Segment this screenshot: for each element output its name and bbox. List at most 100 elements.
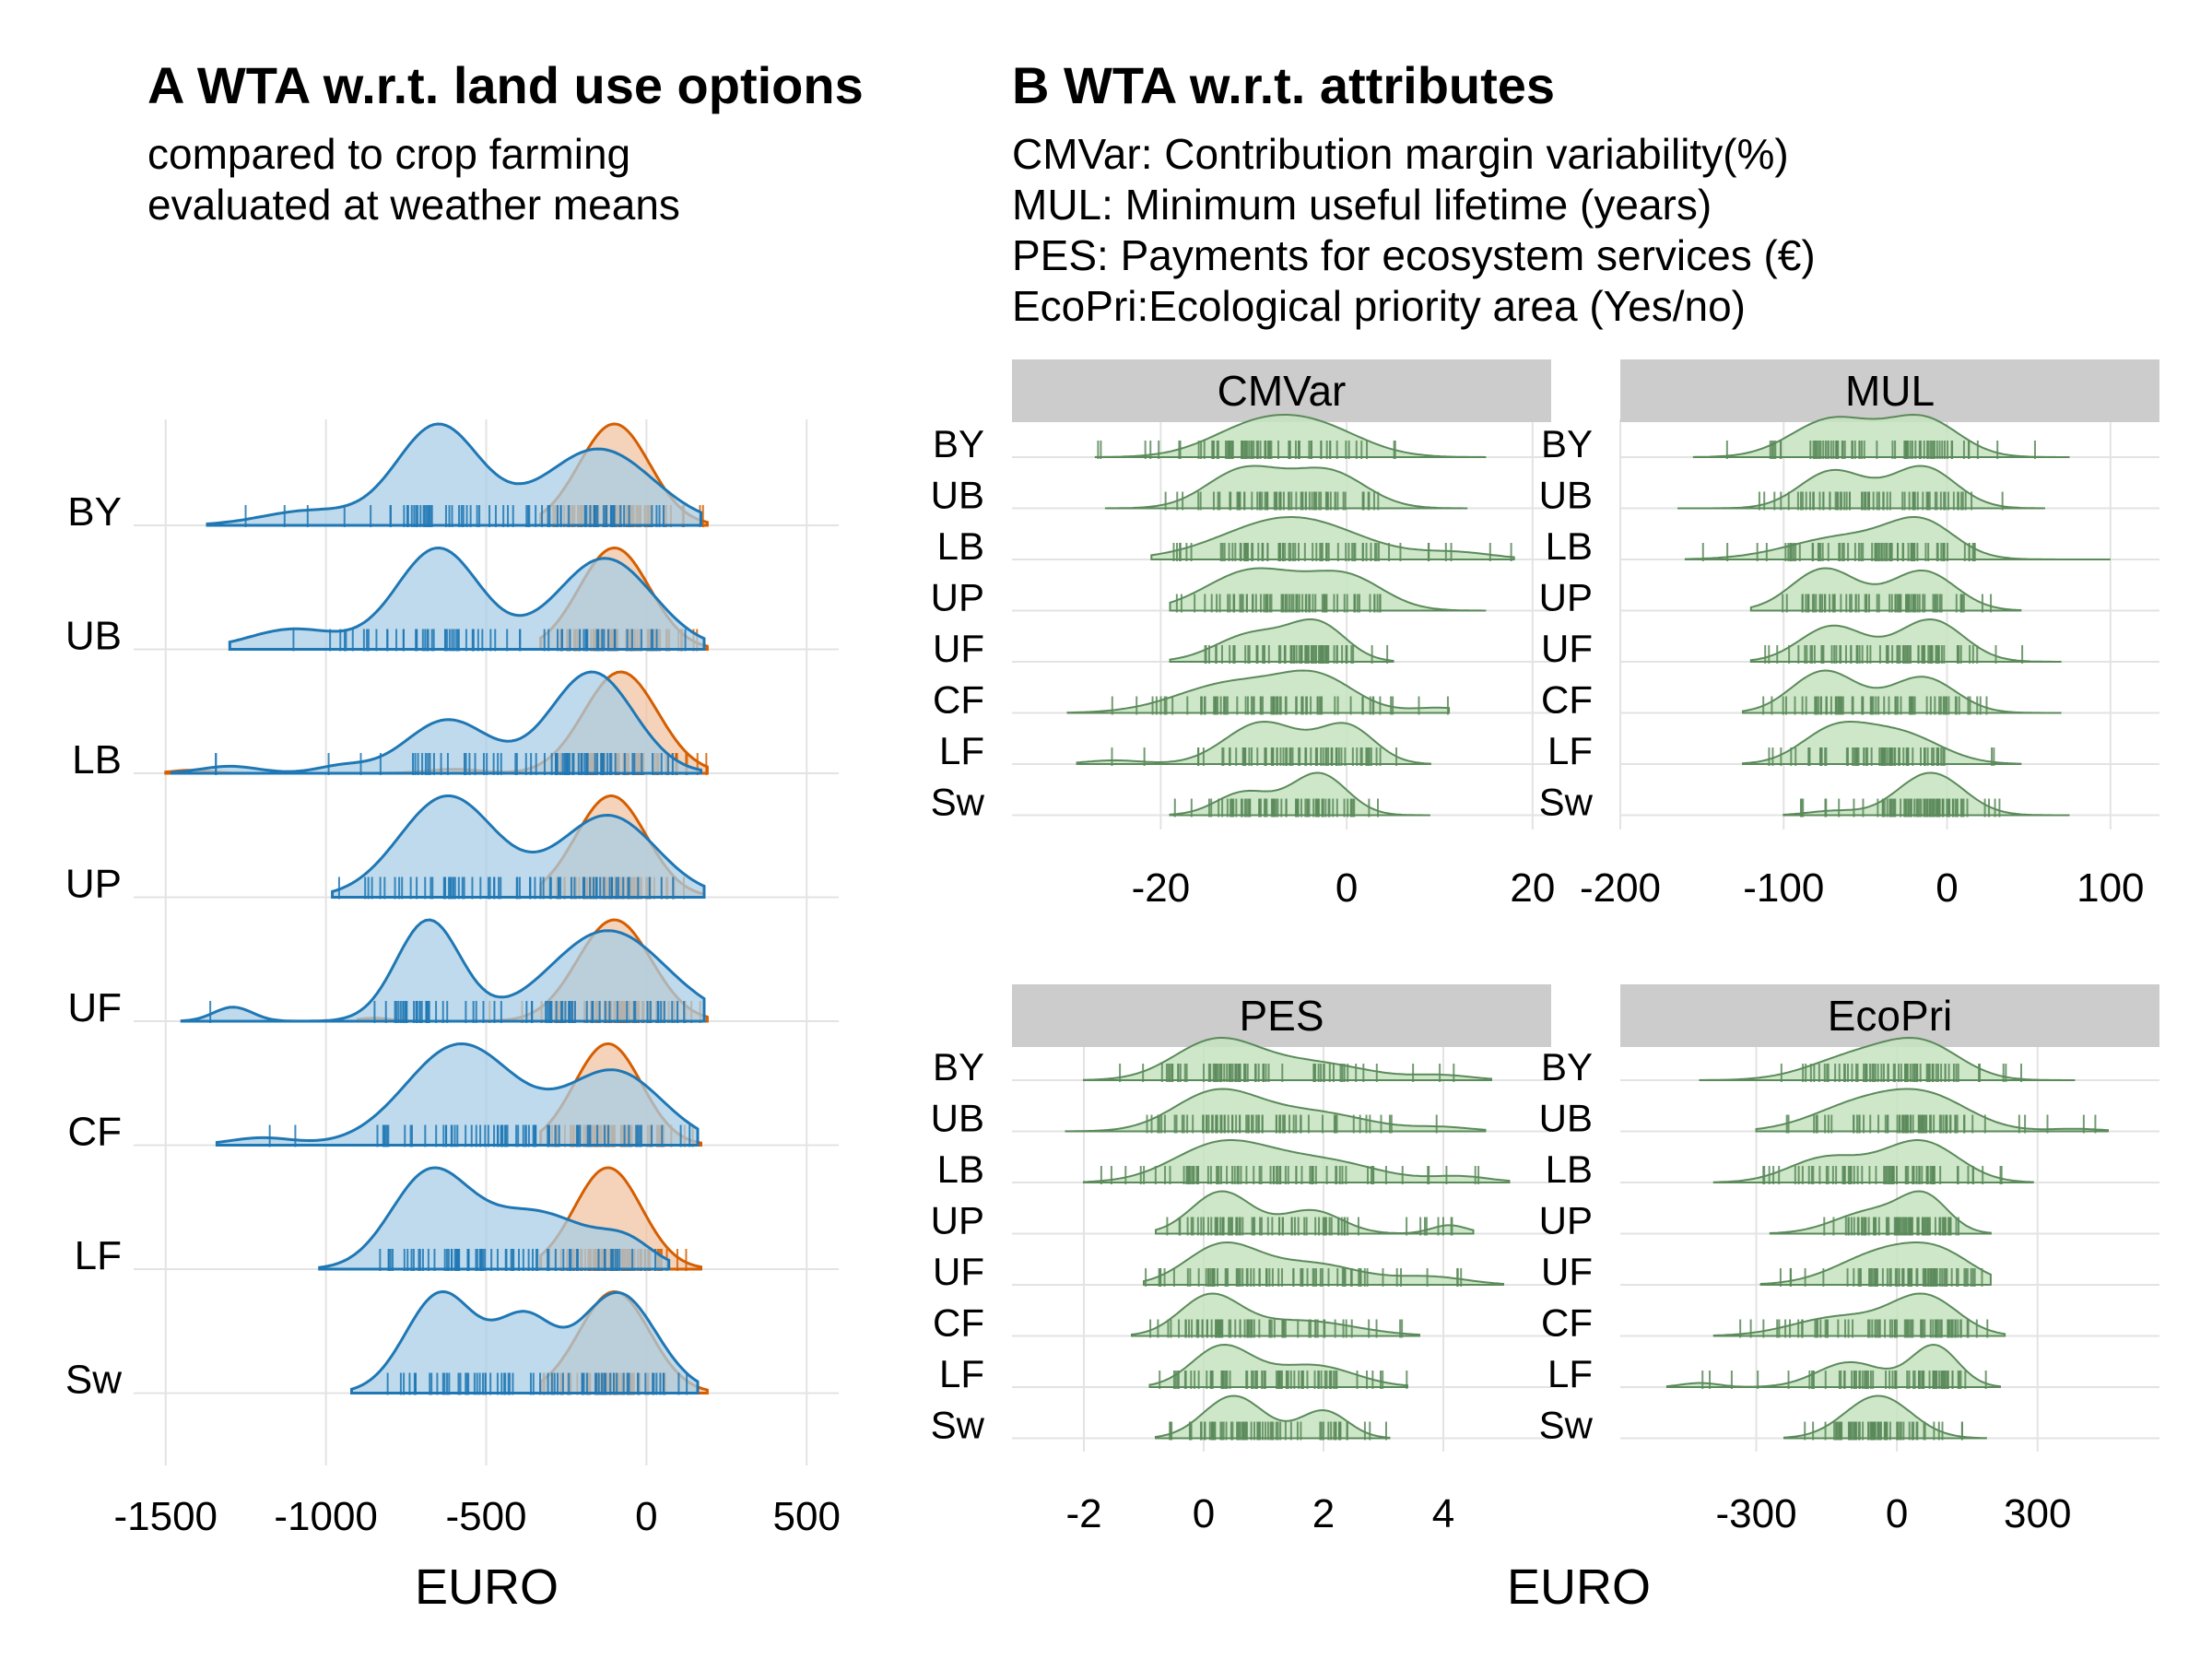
a-x-tick-label: -1500 [113,1494,218,1539]
a-y-label-uf: UF [67,985,122,1030]
panel-b-subtitle-line-4: EcoPri:Ecological priority area (Yes/no) [1012,282,1746,330]
pes-ridge-cf [1131,1292,1420,1337]
a-y-label-up: UP [65,862,122,907]
a-y-label-cf: CF [67,1110,122,1155]
a-y-label-by: BY [67,489,122,535]
mul-x-tick-label: 0 [1936,865,1958,911]
panel-a-subtitle-line-2: evaluated at weather means [147,181,680,229]
ecopri-y-label-uf: UF [1541,1250,1593,1293]
ecopri-x-tick-label: -300 [1715,1491,1796,1536]
a-ridge-up-blue [331,794,706,899]
ecopri-y-label-ub: UB [1539,1097,1593,1140]
ecopri-ridge-cf [1712,1292,2006,1337]
ecopri-ridge-lf [1665,1343,2001,1388]
ecopri-ridge-ub [1755,1088,2109,1133]
mul-ridge-cf [1742,669,2062,714]
cmvar-strip [1012,359,1551,422]
panel-a-x-axis-label: EURO [415,1559,559,1615]
pes-y-label-ub: UB [931,1097,984,1140]
pes-x-tick-label: 0 [1193,1491,1215,1536]
panel-b-subtitle-line-1: CMVar: Contribution margin variability(%… [1012,130,1789,178]
cmvar-y-label-sw: Sw [931,781,985,824]
ecopri-strip-label: EcoPri [1828,992,1952,1040]
pes-y-label-lb: LB [937,1147,984,1191]
a-y-label-lf: LF [75,1233,122,1278]
cmvar-ridge-up [1169,567,1487,612]
ecopri-x-tick-label: 300 [2004,1491,2071,1536]
panel-b-subtitle-line-2: MUL: Minimum useful lifetime (years) [1012,181,1712,229]
pes-strip-label: PES [1239,992,1324,1040]
cmvar-ridge-uf [1169,618,1394,663]
mul-ridge-lf [1742,721,2022,765]
cmvar-y-label-cf: CF [933,678,984,722]
ecopri-y-label-sw: Sw [1539,1404,1594,1447]
a-x-tick-label: -1000 [274,1494,378,1539]
ecopri-y-label-up: UP [1539,1199,1593,1242]
cmvar-y-label-uf: UF [933,627,984,670]
mul-strip [1620,359,2159,422]
a-ridge-sw-blue [350,1289,700,1394]
cmvar-y-label-lf: LF [939,729,984,772]
a-x-tick-label: -500 [445,1494,526,1539]
pes-strip [1012,984,1551,1047]
mul-y-label-uf: UF [1541,627,1593,670]
ecopri-y-label-lf: LF [1547,1352,1593,1395]
a-ridge-ub-blue [228,546,706,651]
mul-ridge-by [1692,413,2070,458]
cmvar-x-tick-label: 0 [1335,865,1358,911]
cmvar-y-label-up: UP [931,576,984,619]
a-x-tick-label: 0 [635,1494,657,1539]
panel-b-x-axis-label: EURO [1507,1559,1652,1615]
ecopri-y-label-by: BY [1541,1045,1593,1088]
a-y-label-lb: LB [72,737,122,782]
pes-ridge-ub [1065,1088,1487,1133]
a-ridge-lb-blue [171,670,702,775]
cmvar-ridge-lb [1150,516,1515,560]
pes-y-label-up: UP [931,1199,984,1242]
panel-b-title: B WTA w.r.t. attributes [1012,56,1556,114]
mul-y-label-lb: LB [1546,524,1593,568]
mul-y-label-up: UP [1539,576,1593,619]
a-y-label-sw: Sw [65,1358,122,1403]
panel-b-subtitle-line-3: PES: Payments for ecosystem services (€) [1012,231,1816,279]
a-x-tick-label: 500 [773,1494,841,1539]
cmvar-y-label-lb: LB [937,524,984,568]
mul-x-tick-label: 100 [2077,865,2144,911]
cmvar-x-tick-label: -20 [1132,865,1191,911]
pes-y-label-cf: CF [933,1301,984,1345]
panel-a-subtitle-line-1: compared to crop farming [147,130,631,178]
mul-x-tick-label: -100 [1743,865,1824,911]
cmvar-ridge-ub [1104,465,1468,510]
ecopri-y-label-cf: CF [1541,1301,1593,1345]
pes-x-tick-label: 2 [1312,1491,1335,1536]
mul-y-label-sw: Sw [1539,781,1594,824]
a-ridge-uf-blue [180,918,706,1023]
mul-x-tick-label: -200 [1580,865,1661,911]
ecopri-ridge-by [1699,1036,2076,1081]
a-ridge-by-blue [206,422,702,527]
mul-y-label-cf: CF [1541,678,1593,722]
panel-a-title: A WTA w.r.t. land use options [147,56,864,114]
mul-strip-label: MUL [1845,367,1935,415]
pes-y-label-uf: UF [933,1250,984,1293]
mul-ridge-uf [1749,618,2062,663]
a-ridge-lf-blue [318,1166,671,1271]
ecopri-ridge-lb [1712,1139,2034,1183]
pes-y-label-by: BY [933,1045,984,1088]
mul-ridge-up [1749,567,2022,612]
cmvar-x-tick-label: 20 [1510,865,1555,911]
mul-y-label-lf: LF [1547,729,1593,772]
mul-y-label-by: BY [1541,422,1593,465]
ecopri-strip [1620,984,2159,1047]
ecopri-y-label-lb: LB [1546,1147,1593,1191]
a-y-label-ub: UB [65,614,122,659]
pes-ridge-uf [1143,1241,1504,1286]
ecopri-x-tick-label: 0 [1886,1491,1908,1536]
pes-y-label-sw: Sw [931,1404,985,1447]
pes-y-label-lf: LF [939,1352,984,1395]
pes-x-tick-label: -2 [1065,1491,1101,1536]
cmvar-y-label-by: BY [933,422,984,465]
mul-ridge-sw [1783,771,2070,817]
mul-y-label-ub: UB [1539,474,1593,517]
